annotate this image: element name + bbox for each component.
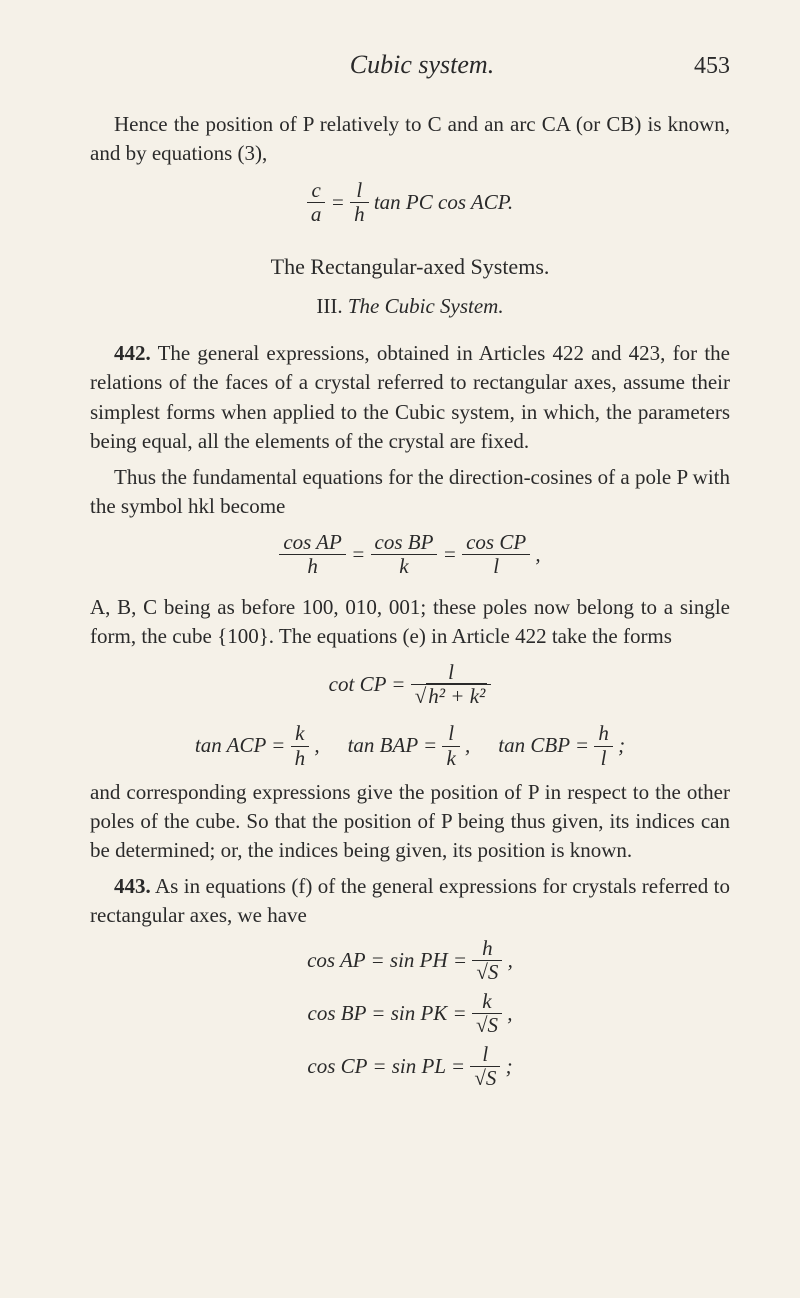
eq1-tail: tan PC cos ACP. xyxy=(374,190,513,214)
eq4-b: tan BAP = l k , xyxy=(348,722,471,769)
frac-k-h: k h xyxy=(291,722,310,769)
paragraph-442a: 442. The general expressions, obtained i… xyxy=(90,339,730,457)
equation-5b: cos BP = sin PK = k √S , xyxy=(90,990,730,1037)
frac-den: h xyxy=(291,747,310,770)
paragraph-443: 443. As in equations (f) of the general … xyxy=(90,872,730,931)
frac-den: k xyxy=(442,747,459,770)
frac-cosbp-k: cos BP k xyxy=(371,531,438,578)
page: Cubic system. 453 Hence the position of … xyxy=(0,0,800,1298)
frac-num: cos AP xyxy=(279,531,346,555)
frac-den: √S xyxy=(470,1067,500,1090)
frac-l-k: l k xyxy=(442,722,459,769)
frac-den: a xyxy=(307,203,326,226)
equation-4: tan ACP = k h , tan BAP = l k , tan CBP … xyxy=(90,722,730,769)
running-title: Cubic system. xyxy=(150,50,694,80)
frac-num: l xyxy=(350,179,369,203)
paragraph-intro: Hence the position of P relatively to C … xyxy=(90,110,730,169)
equation-5c: cos CP = sin PL = l √S ; xyxy=(90,1043,730,1090)
frac-den: √S xyxy=(472,1014,502,1037)
frac-cotcp: l √h² + k² xyxy=(411,661,492,708)
frac-h-rootS: h √S xyxy=(472,937,502,984)
sqrt-symbol: √ xyxy=(415,684,427,708)
frac-num: cos CP xyxy=(462,531,530,555)
frac-l-h: l h xyxy=(350,179,369,226)
frac-den: k xyxy=(371,555,438,578)
frac-den: √S xyxy=(472,961,502,984)
frac-l-rootS: l √S xyxy=(470,1043,500,1090)
eq5c-label: cos CP = sin PL = xyxy=(307,1054,470,1078)
subsection-title: III. The Cubic System. xyxy=(90,294,730,319)
frac-den: h xyxy=(350,203,369,226)
article-number-443: 443. xyxy=(114,874,151,898)
frac-den: h xyxy=(279,555,346,578)
frac-num: c xyxy=(307,179,326,203)
frac-den: √h² + k² xyxy=(411,685,492,708)
frac-den: l xyxy=(462,555,530,578)
paragraph-442c: A, B, C being as before 100, 010, 001; t… xyxy=(90,593,730,652)
frac-cosap-h: cos AP h xyxy=(279,531,346,578)
frac-h-l: h l xyxy=(594,722,613,769)
equation-3: cot CP = l √h² + k² xyxy=(90,661,730,708)
paragraph-442d: and corresponding expressions give the p… xyxy=(90,778,730,866)
eq4-a-label: tan ACP = xyxy=(195,734,291,758)
frac-k-rootS: k √S xyxy=(472,990,502,1037)
eq4-c-label: tan CBP = xyxy=(498,734,594,758)
section-title: The Rectangular-axed Systems. xyxy=(90,254,730,280)
frac-num: k xyxy=(291,722,310,746)
frac-num: k xyxy=(472,990,502,1014)
page-number: 453 xyxy=(694,53,730,80)
frac-c-a: c a xyxy=(307,179,326,226)
frac-num: cos BP xyxy=(371,531,438,555)
paragraph-443-text: As in equations (f) of the general expre… xyxy=(90,874,730,927)
sqrt-content: h² + k² xyxy=(426,683,487,708)
frac-num: h xyxy=(472,937,502,961)
frac-num: l xyxy=(411,661,492,685)
frac-den: l xyxy=(594,747,613,770)
page-header: Cubic system. 453 xyxy=(90,50,730,80)
eq4-c: tan CBP = h l ; xyxy=(498,722,625,769)
paragraph-442b: Thus the fundamental equations for the d… xyxy=(90,463,730,522)
frac-num: h xyxy=(594,722,613,746)
equation-2: cos AP h = cos BP k = cos CP l , xyxy=(90,531,730,578)
subsection-roman: III. xyxy=(316,294,347,318)
frac-num: l xyxy=(470,1043,500,1067)
eq4-a: tan ACP = k h , xyxy=(195,722,320,769)
equation-1: c a = l h tan PC cos ACP. xyxy=(90,179,730,226)
eq3-label: cot CP = xyxy=(329,672,411,696)
eq4-b-label: tan BAP = xyxy=(348,734,443,758)
paragraph-442a-text: The general expressions, obtained in Art… xyxy=(90,341,730,453)
equation-5a: cos AP = sin PH = h √S , xyxy=(90,937,730,984)
article-number-442: 442. xyxy=(114,341,151,365)
subsection-italic: The Cubic System. xyxy=(348,294,504,318)
frac-num: l xyxy=(442,722,459,746)
frac-coscp-l: cos CP l xyxy=(462,531,530,578)
eq5b-label: cos BP = sin PK = xyxy=(308,1001,472,1025)
eq5a-label: cos AP = sin PH = xyxy=(307,948,472,972)
